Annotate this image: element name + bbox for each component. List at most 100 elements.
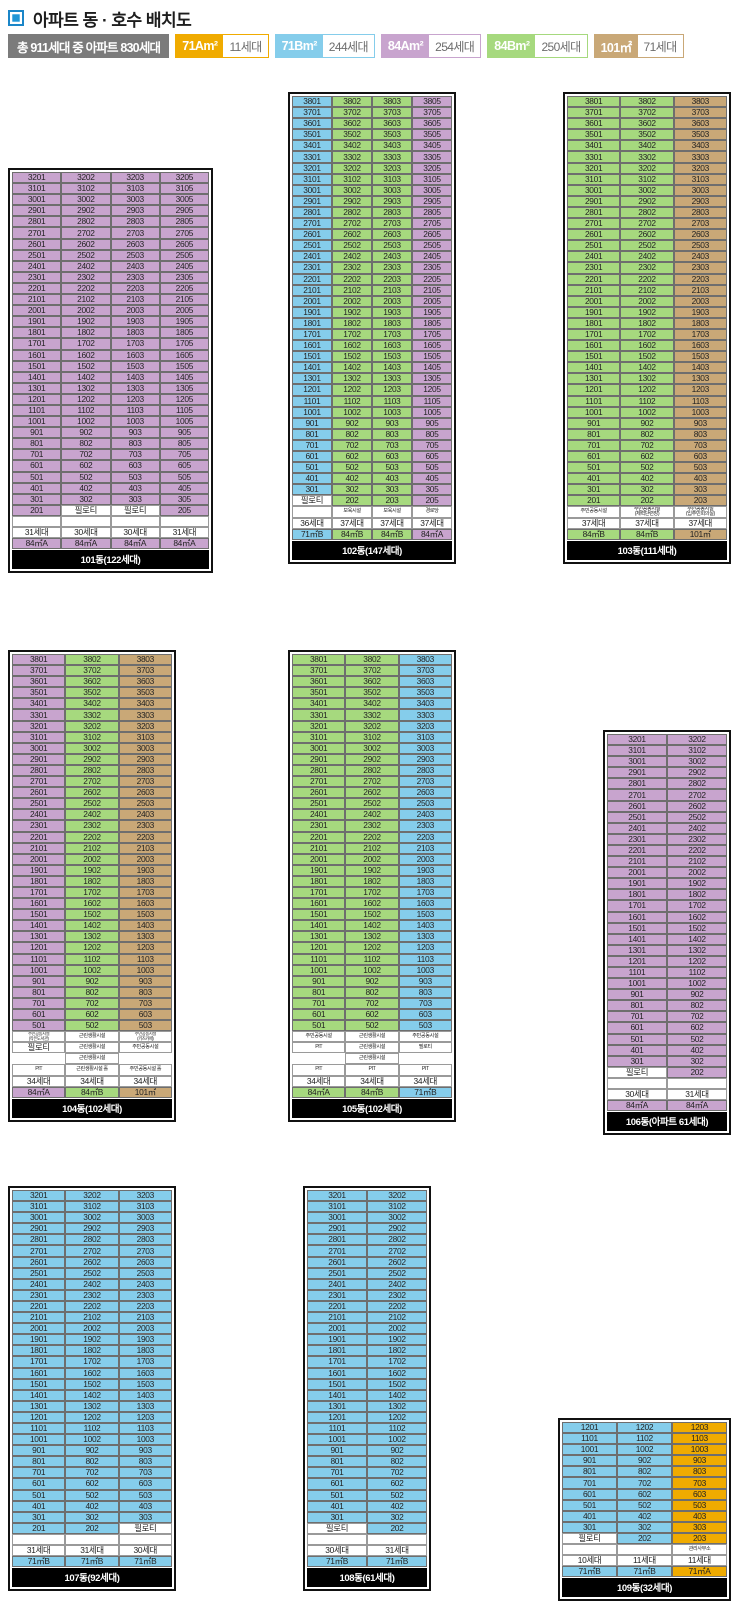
unit-cell: 703: [118, 1467, 172, 1479]
unit-cell: 1902: [667, 878, 727, 890]
unit-cell: 505: [159, 471, 209, 483]
unit-cell: 2803: [372, 206, 412, 219]
unit-cell: 2802: [65, 764, 119, 777]
unit-cell: 1001: [292, 406, 332, 418]
unit-cell: 2302: [332, 262, 372, 274]
unit-cell: 2903: [118, 1223, 172, 1235]
unit-cell: 1102: [61, 404, 111, 417]
unit-cell: 1201: [562, 1422, 617, 1434]
unit-cell: 1902: [367, 1334, 427, 1346]
summary-cell: 경로당: [412, 506, 452, 518]
unit-cell: 3805: [412, 96, 452, 108]
unit-cell: 2602: [667, 800, 727, 812]
unit-cell: 1602: [332, 340, 372, 352]
unit-cell: 1103: [398, 953, 452, 965]
unit-cell: 1802: [61, 327, 111, 339]
page-header: 아파트 동 · 호수 배치도: [0, 0, 740, 30]
unit-cell: 1302: [667, 944, 727, 956]
unit-cell: 601: [562, 1488, 617, 1500]
unit-cell: 2103: [398, 842, 452, 854]
unit-cell: 1801: [292, 875, 346, 887]
unit-cell: 701: [562, 1477, 617, 1489]
unit-cell: 1301: [12, 382, 62, 394]
unit-cell: 205: [159, 504, 209, 516]
unit-cell: 1003: [118, 1434, 172, 1446]
summary-cell: [159, 515, 209, 527]
unit-cell: 603: [673, 451, 727, 463]
unit-cell: 1803: [118, 875, 172, 887]
unit-cell: 1803: [673, 317, 727, 329]
unit-cell: 2301: [307, 1289, 367, 1301]
unit-cell: 502: [61, 471, 111, 483]
legend-chip-list: 71Am² 11세대 71Bm² 244세대 84Am² 254세대 84Bm² 250세대 1…: [175, 34, 684, 58]
unit-cell: 2402: [367, 1278, 427, 1290]
facility-cell: 주민공동시설: [292, 1031, 346, 1043]
unit-cell: 2005: [412, 295, 452, 307]
unit-cell: 1301: [12, 931, 66, 943]
unit-cell: 803: [118, 1456, 172, 1468]
facility-cell: 주민공동시설: [118, 1042, 172, 1054]
unit-cell: 2201: [307, 1300, 367, 1313]
unit-cell: 1401: [12, 371, 62, 383]
unit-cell: 2803: [110, 216, 160, 228]
unit-cell: 1801: [12, 327, 62, 339]
unit-cell: 2101: [307, 1312, 367, 1324]
unit-cell: 903: [398, 975, 452, 987]
unit-cell: 1102: [667, 966, 727, 979]
building-label-104: 104동(102세대): [12, 1098, 172, 1118]
unit-cell: 2703: [118, 776, 172, 788]
unit-cell: 803: [372, 428, 412, 440]
legend-chip-84B: 84Bm² 250세대: [487, 34, 588, 58]
unit-cell: 2301: [292, 820, 346, 832]
unit-cell: 401: [292, 473, 332, 485]
unit-cell: 3003: [118, 1212, 172, 1224]
summary-cell: [667, 1077, 727, 1089]
summary-cell: 71㎡B: [118, 1556, 172, 1568]
unit-cell: 1403: [673, 362, 727, 374]
unit-cell: 2502: [332, 240, 372, 252]
unit-cell: 1902: [65, 1334, 119, 1346]
unit-cell: 802: [332, 428, 372, 440]
unit-cell: 1202: [65, 942, 119, 954]
unit-cell: 3203: [118, 720, 172, 732]
unit-cell: 903: [118, 1445, 172, 1457]
summary-cell: 84㎡B: [372, 528, 412, 540]
unit-cell: 1601: [12, 349, 62, 361]
unit-cell: 2101: [12, 294, 62, 306]
summary-cell: [562, 1544, 617, 1556]
unit-cell: 1902: [345, 864, 399, 876]
unit-cell: 2803: [673, 206, 727, 219]
unit-cell: 701: [12, 1467, 66, 1479]
unit-cell: 2202: [65, 831, 119, 843]
unit-cell: 2701: [12, 776, 66, 788]
building-block-108: 3201 3202 3101 3102 3001 3002 2901 2902 2801 2802…: [303, 1186, 431, 1592]
unit-cell: 3502: [620, 129, 674, 141]
unit-cell: 501: [292, 1020, 346, 1032]
unit-cell: 902: [332, 417, 372, 429]
unit-cell: 2003: [372, 295, 412, 307]
unit-cell: 601: [567, 451, 621, 463]
unit-cell: 1402: [367, 1389, 427, 1401]
unit-cell: 2901: [12, 753, 66, 765]
unit-cell: 1001: [292, 964, 346, 976]
unit-cell: 1101: [292, 395, 332, 407]
facility-cell: 주민공동시설 (키즈카페): [118, 1031, 172, 1043]
unit-cell: 1501: [307, 1378, 367, 1390]
summary-cell: 37세대: [372, 517, 412, 529]
unit-cell: 2203: [118, 831, 172, 843]
unit-cell: 201: [12, 1522, 66, 1534]
summary-cell: 관리사무소: [672, 1544, 727, 1556]
building-label-103: 103동(111세대): [567, 540, 727, 560]
summary-cell: 71㎡B: [398, 1086, 452, 1098]
unit-cell: 3602: [345, 676, 399, 688]
building-block-105: 3801 3802 3803 3701 3702 3703 3601 3602 3603 3501…: [288, 650, 456, 1122]
unit-cell: 2501: [12, 1267, 66, 1279]
unit-cell: 1602: [367, 1367, 427, 1379]
unit-cell: 3105: [412, 173, 452, 185]
unit-cell: 1401: [12, 920, 66, 932]
unit-cell: 1702: [367, 1356, 427, 1368]
unit-cell: 3301: [567, 151, 621, 163]
unit-cell: 1701: [12, 1356, 66, 1368]
unit-cell: 2501: [607, 811, 667, 823]
unit-cell: 2001: [567, 295, 621, 307]
